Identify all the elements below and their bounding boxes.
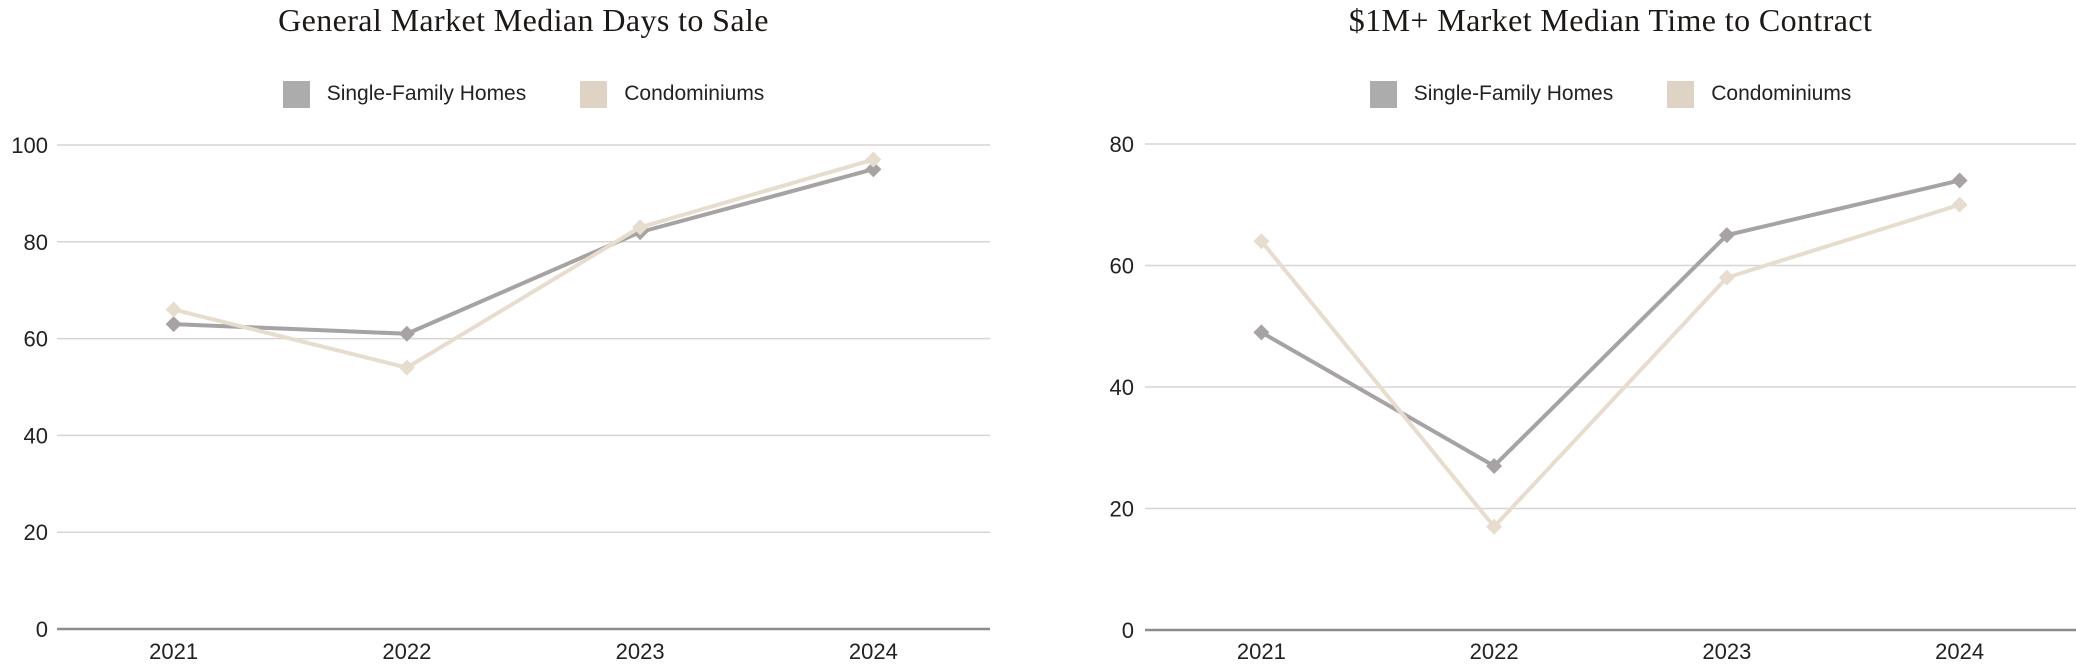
series-line-0 [1259, 178, 1962, 468]
data-point-diamond [1951, 172, 1968, 189]
data-point-diamond [165, 301, 182, 318]
line-chart-general-market: 0 20 40 60 80 100 2021 2022 2023 2024 [11, 133, 990, 664]
data-point-diamond [1486, 457, 1503, 474]
data-point-diamond [632, 219, 649, 236]
data-point-diamond [1253, 233, 1270, 250]
x-tick-label: 2024 [849, 639, 898, 664]
x-tick-label: 2021 [1237, 639, 1286, 664]
x-tick-label: 2023 [1702, 639, 1751, 664]
data-point-diamond [1951, 196, 1968, 213]
legend-item-single-family-homes[interactable]: Single-Family Homes [282, 80, 527, 108]
data-point-diamond [1718, 269, 1735, 286]
legend-label: Condominiums [624, 82, 765, 105]
x-tick-label: 2022 [382, 639, 431, 664]
y-tick-label: 20 [1110, 497, 1134, 522]
chart-luxury-market: $1M+ Market Median Time to Contract Sing… [1038, 0, 2076, 665]
x-tick-label: 2021 [149, 639, 198, 664]
chart-title-luxury-market: $1M+ Market Median Time to Contract [1348, 2, 1873, 38]
chart-legend-luxury-market: Single-Family Homes Condominiums [1145, 79, 2076, 109]
y-tick-label: 80 [1110, 132, 1134, 157]
y-tick-label: 60 [1110, 254, 1134, 279]
line-chart-luxury-market: 0 20 40 60 80 2021 2022 2023 2024 [1110, 132, 2076, 664]
legend-label: Condominiums [1711, 82, 1852, 105]
y-tick-label: 80 [24, 230, 48, 255]
y-tick-label: 100 [11, 133, 48, 158]
y-tick-label: 40 [24, 423, 48, 448]
legend-label: Single-Family Homes [326, 82, 527, 105]
data-point-diamond [165, 316, 182, 333]
chart-title-general-market: General Market Median Days to Sale [278, 2, 769, 38]
legend-swatch [1369, 80, 1397, 108]
legend-swatch [1667, 80, 1695, 108]
legend-item-condominiums[interactable]: Condominiums [580, 80, 765, 108]
chart-legend-general-market: Single-Family Homes Condominiums [57, 79, 990, 109]
data-point-diamond [1718, 227, 1735, 244]
data-point-diamond [865, 161, 882, 178]
data-point-diamond [398, 359, 415, 376]
legend-swatch [580, 80, 608, 108]
x-tick-label: 2022 [1470, 639, 1519, 664]
series-line-1 [171, 157, 876, 370]
legend-label: Single-Family Homes [1413, 82, 1614, 105]
legend-swatch [282, 80, 310, 108]
series-line-1 [1259, 202, 1962, 529]
chart-general-market: General Market Median Days to Sale Singl… [11, 2, 990, 664]
data-point-diamond [1253, 324, 1270, 341]
x-tick-label: 2024 [1935, 639, 1984, 664]
y-tick-label: 60 [24, 327, 48, 352]
legend-item-single-family-homes[interactable]: Single-Family Homes [1369, 80, 1614, 108]
series-line-0 [171, 167, 876, 336]
data-point-diamond [398, 325, 415, 342]
x-tick-label: 2023 [616, 639, 665, 664]
legend-item-condominiums[interactable]: Condominiums [1667, 80, 1852, 108]
data-point-diamond [1486, 518, 1503, 535]
y-tick-label: 20 [24, 520, 48, 545]
y-tick-label: 0 [1122, 618, 1134, 643]
data-point-diamond [865, 151, 882, 168]
y-tick-label: 40 [1110, 375, 1134, 400]
y-tick-label: 0 [36, 617, 48, 642]
